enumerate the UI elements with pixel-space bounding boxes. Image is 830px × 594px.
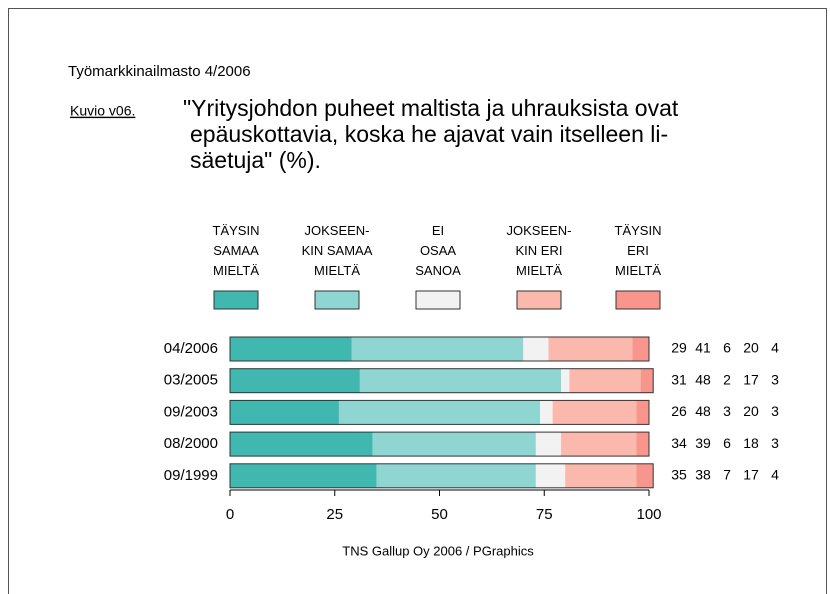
y-tick-label: 09/2003: [164, 403, 218, 420]
bar-segment: [540, 400, 553, 425]
value-label: 31: [671, 371, 687, 387]
value-label: 48: [695, 371, 711, 387]
chart-title: epäuskottavia, koska he ajavat vain itse…: [190, 121, 668, 147]
legend-label: JOKSEEN- KIN SAMAA MIELTÄ: [301, 223, 373, 278]
legend-swatch: [415, 290, 461, 310]
y-tick-label: 04/2006: [164, 340, 218, 357]
value-label: 20: [743, 403, 759, 419]
value-label: 20: [743, 340, 759, 356]
bar-segment: [548, 337, 633, 361]
value-label: 6: [723, 435, 731, 451]
supertitle: Työmarkkinailmasto 4/2006: [68, 63, 251, 80]
legend-swatch: [213, 290, 259, 310]
legend-swatch: [314, 290, 360, 310]
x-tick-label: 100: [636, 506, 661, 523]
bar-segment: [640, 368, 654, 393]
bar-segment: [523, 337, 549, 361]
bar-segment: [636, 463, 654, 488]
value-label: 7: [723, 467, 731, 483]
legend-label: TÄYSIN SAMAA MIELTÄ: [212, 223, 260, 278]
value-label: 4: [771, 467, 779, 483]
bar-outline: [229, 463, 654, 489]
value-label: 41: [695, 340, 711, 356]
value-label: 3: [771, 403, 779, 419]
bar-segment: [230, 400, 339, 425]
x-tick-label: 0: [226, 506, 234, 523]
frame: [8, 8, 827, 594]
value-label: 2: [723, 371, 731, 387]
value-label: 26: [671, 403, 687, 419]
legend-swatch: [615, 290, 661, 310]
value-label: 3: [723, 403, 731, 419]
bar-segment: [230, 337, 352, 361]
figure-label: Kuvio v06.: [70, 103, 135, 119]
legend-label: JOKSEEN- KIN ERI MIELTÄ: [506, 223, 572, 278]
bar-segment: [561, 432, 637, 457]
bar-segment: [230, 432, 373, 457]
bar-outline: [229, 336, 650, 362]
legend-label: EI OSAA SANOA: [415, 223, 461, 278]
value-label: 48: [695, 403, 711, 419]
value-label: 38: [695, 467, 711, 483]
bar-segment: [535, 463, 566, 488]
value-label: 6: [723, 340, 731, 356]
bar-segment: [569, 368, 641, 393]
bar-outline: [229, 399, 650, 425]
value-label: 17: [743, 467, 759, 483]
chart-title: säetuja" (%).: [190, 147, 321, 173]
bar-outline: [229, 431, 650, 457]
bar-segment: [552, 400, 637, 425]
value-label: 17: [743, 371, 759, 387]
y-tick-label: 08/2000: [164, 435, 218, 452]
value-label: 3: [771, 371, 779, 387]
value-label: 39: [695, 435, 711, 451]
bar-segment: [230, 463, 377, 488]
value-label: 18: [743, 435, 759, 451]
value-label: 29: [671, 340, 687, 356]
value-label: 35: [671, 467, 687, 483]
value-label: 3: [771, 435, 779, 451]
bar-segment: [376, 463, 536, 488]
bar-segment: [632, 337, 649, 361]
bar-segment: [372, 432, 536, 457]
bar-segment: [351, 337, 524, 361]
y-tick-label: 09/1999: [164, 467, 218, 484]
bar-segment: [359, 368, 562, 393]
chart-title: "Yritysjohdon puheet maltista ja uhrauks…: [183, 95, 679, 121]
y-tick-label: 03/2005: [164, 372, 218, 389]
value-label: 4: [771, 340, 779, 356]
legend-swatch: [516, 290, 562, 310]
x-tick-label: 25: [326, 506, 343, 523]
bar-segment: [338, 400, 541, 425]
bar-outline: [229, 368, 654, 394]
bar-segment: [565, 463, 637, 488]
value-label: 34: [671, 435, 687, 451]
bar-segment: [230, 368, 360, 393]
bar-segment: [636, 400, 649, 425]
x-tick-label: 75: [536, 506, 553, 523]
bar-segment: [535, 432, 562, 457]
source: TNS Gallup Oy 2006 / PGraphics: [342, 543, 534, 558]
bar-segment: [561, 368, 570, 393]
x-tick-label: 50: [431, 506, 448, 523]
bar-segment: [636, 432, 649, 457]
legend-label: TÄYSIN ERI MIELTÄ: [614, 223, 662, 278]
